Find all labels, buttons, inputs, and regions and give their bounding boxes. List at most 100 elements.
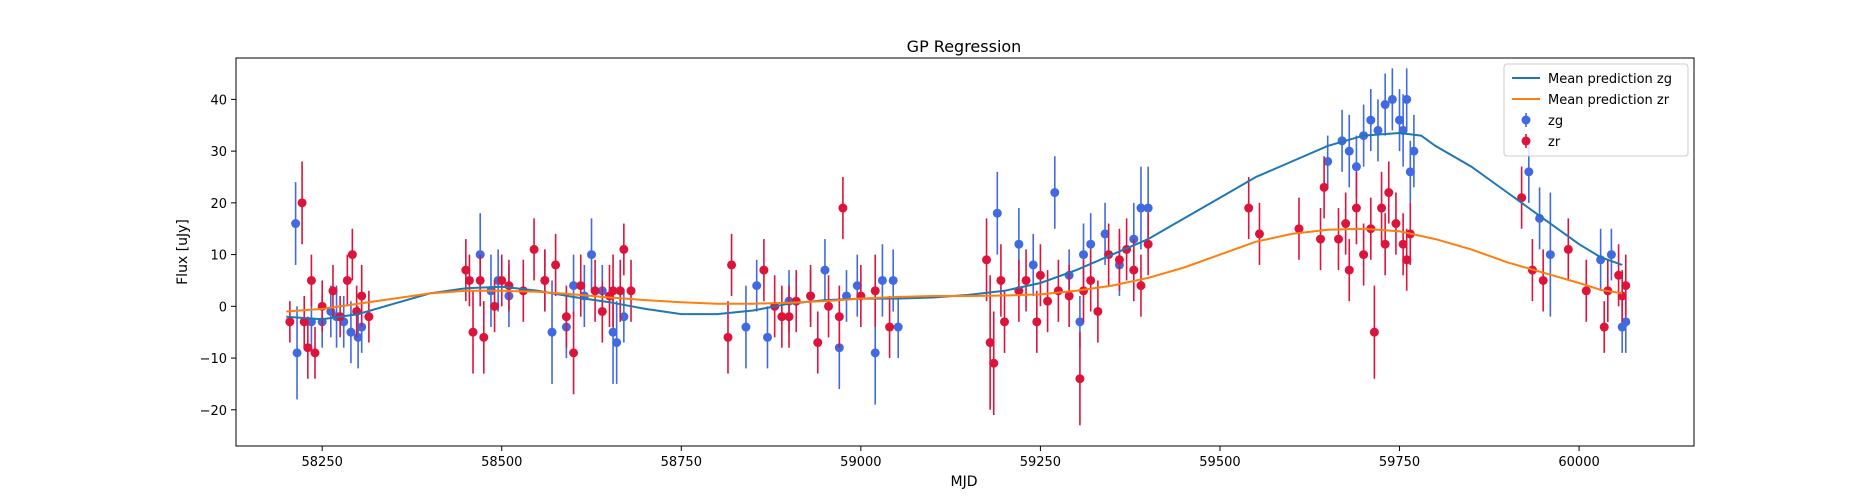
data-point: [1402, 255, 1412, 265]
x-tick-label: 58750: [661, 455, 702, 470]
legend-items: Mean prediction zg Mean prediction zr zg zr: [1512, 72, 1672, 150]
data-point: [285, 317, 295, 327]
lines-layer: [286, 131, 1623, 321]
axes-frame: [235, 57, 1695, 447]
data-point: [1377, 203, 1387, 213]
data-point: [310, 348, 320, 358]
data-point: [551, 260, 561, 270]
x-axis-ticks: 58250 58500 58750 59000 59250 59500 59750 60000: [302, 446, 1600, 470]
data-point: [838, 203, 848, 213]
data-point: [299, 317, 309, 327]
legend-entry: zr: [1521, 134, 1561, 150]
x-tick-label: 58250: [302, 455, 343, 470]
data-point: [1079, 250, 1089, 260]
data-point: [597, 306, 607, 316]
data-point: [1545, 250, 1555, 260]
data-point: [1366, 115, 1376, 125]
data-point: [813, 338, 823, 348]
data-point: [1316, 234, 1326, 244]
data-point: [1373, 125, 1383, 135]
y-tick-label: −20: [200, 404, 227, 419]
x-tick-label: 58500: [481, 455, 522, 470]
data-point: [1043, 296, 1053, 306]
data-point: [479, 332, 489, 342]
data-point: [587, 250, 597, 260]
legend-box: [1503, 63, 1689, 157]
legend-label: zr: [1548, 135, 1561, 150]
data-point: [347, 250, 357, 260]
data-point: [497, 275, 507, 285]
data-point: [1599, 322, 1609, 332]
data-point: [1384, 188, 1394, 198]
data-point: [1614, 270, 1624, 280]
data-point: [824, 301, 834, 311]
data-point: [996, 275, 1006, 285]
data-point: [888, 275, 898, 285]
mean-line-zr: [286, 227, 1623, 313]
y-tick-label: 0: [219, 300, 227, 315]
data-point: [461, 265, 471, 275]
legend-entry: Mean prediction zr: [1512, 93, 1670, 108]
data-point: [759, 265, 769, 275]
data-point: [1538, 275, 1548, 285]
data-point: [784, 312, 794, 322]
data-point: [806, 291, 816, 301]
data-point: [1402, 94, 1412, 104]
data-point: [885, 322, 895, 332]
data-point: [1524, 167, 1534, 177]
y-tick-label: 40: [210, 93, 227, 108]
data-point: [615, 286, 625, 296]
data-point: [1086, 275, 1096, 285]
data-point: [569, 348, 579, 358]
data-point: [468, 327, 478, 337]
y-tick-label: −10: [200, 352, 227, 367]
data-point: [1405, 167, 1415, 177]
data-point: [741, 322, 751, 332]
data-point: [490, 301, 500, 311]
data-point: [1244, 203, 1254, 213]
data-point: [985, 338, 995, 348]
data-point: [619, 312, 629, 322]
y-tick-label: 30: [210, 145, 227, 160]
data-point: [569, 281, 579, 291]
data-point: [727, 260, 737, 270]
data-point: [353, 332, 363, 342]
data-point: [1395, 115, 1405, 125]
data-point: [619, 244, 629, 254]
data-point: [346, 327, 356, 337]
x-tick-label: 60000: [1558, 455, 1599, 470]
data-point: [608, 327, 618, 337]
data-point: [1535, 213, 1545, 223]
data-point: [1294, 224, 1304, 234]
legend: Mean prediction zg Mean prediction zr zg zr: [1503, 63, 1689, 157]
data-point: [612, 338, 622, 348]
data-point: [1114, 255, 1124, 265]
data-point: [1581, 286, 1591, 296]
data-point: [306, 275, 316, 285]
data-point: [540, 275, 550, 285]
data-point: [1323, 156, 1333, 166]
data-point: [852, 281, 862, 291]
legend-entry: zg: [1521, 113, 1563, 129]
data-point: [992, 208, 1002, 218]
data-point: [1014, 239, 1024, 249]
data-point: [1517, 193, 1527, 203]
data-point: [1409, 146, 1419, 156]
data-point: [576, 281, 586, 291]
data-point: [1129, 265, 1139, 275]
data-point: [1344, 146, 1354, 156]
data-point: [608, 286, 618, 296]
data-point: [1380, 239, 1390, 249]
data-point: [292, 348, 302, 358]
data-point: [870, 348, 880, 358]
data-point: [1136, 203, 1146, 213]
data-point: [1143, 239, 1153, 249]
data-point: [1035, 270, 1045, 280]
data-point: [1369, 327, 1379, 337]
data-point: [1351, 162, 1361, 172]
data-point: [1136, 281, 1146, 291]
data-point: [342, 275, 352, 285]
y-axis-label: Flux [uJy]: [175, 219, 191, 285]
